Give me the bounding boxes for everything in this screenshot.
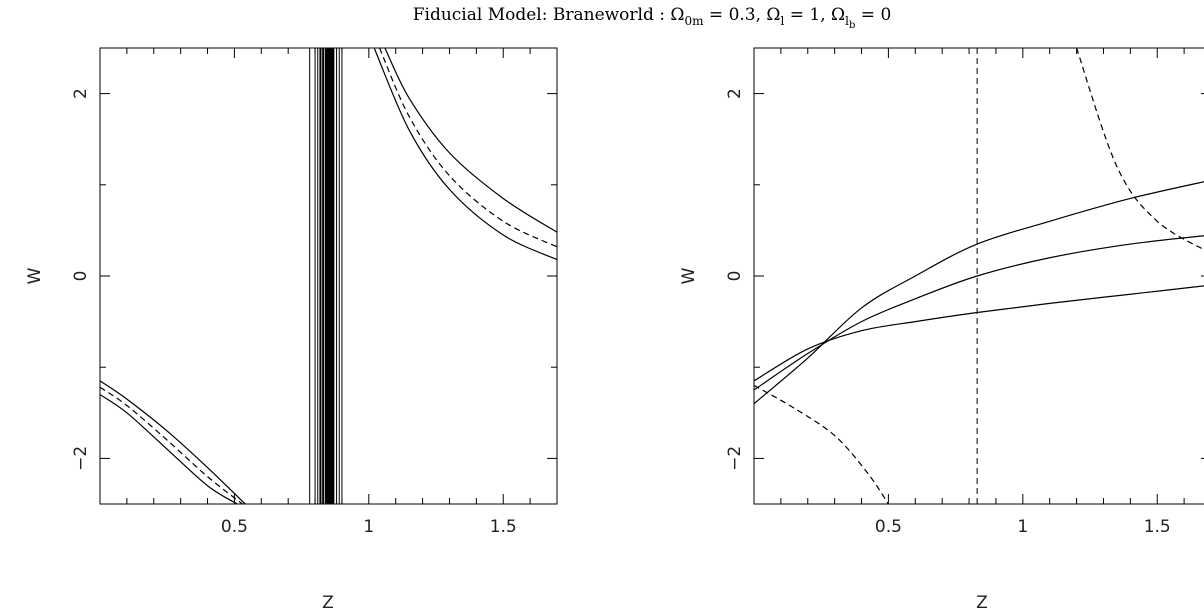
left-panel: 0.5 1 1.5 −2 0 2 Z W xyxy=(25,47,558,613)
left-y-tick-label: −2 xyxy=(71,446,91,471)
left-ticks: 0.5 1 1.5 −2 0 2 xyxy=(71,48,557,537)
right-y-tick-label: 0 xyxy=(725,271,745,282)
left-y-tick-label: 0 xyxy=(71,271,91,282)
left-y-tick-label: 2 xyxy=(71,88,91,99)
figure-title: Fiducial Model: Braneworld : Ω0m = 0.3, … xyxy=(413,5,892,31)
left-x-tick-label: 1 xyxy=(363,517,374,537)
left-x-axis-label: Z xyxy=(322,593,334,613)
right-x-tick-label: 0.5 xyxy=(875,517,902,537)
right-y-tick-label: −2 xyxy=(725,446,745,471)
right-x-tick-label: 1.5 xyxy=(1144,517,1171,537)
right-series-line xyxy=(754,384,889,504)
right-y-axis-label: W xyxy=(679,267,699,284)
left-x-tick-label: 1.5 xyxy=(490,517,517,537)
right-series-line xyxy=(754,285,1204,382)
left-series-line xyxy=(373,48,557,261)
right-panel: 0.5 1 1.5 −2 0 2 Z W xyxy=(679,47,1204,613)
right-x-axis-label: Z xyxy=(976,593,988,613)
right-ticks: 0.5 1 1.5 −2 0 2 xyxy=(725,48,1204,537)
left-series-line xyxy=(379,48,557,248)
left-series-line xyxy=(100,380,246,504)
right-series-line xyxy=(1076,48,1204,251)
right-series-line xyxy=(754,235,1204,391)
left-series-line xyxy=(384,48,557,233)
left-lines xyxy=(100,48,557,504)
right-series-line xyxy=(754,181,1204,405)
right-y-tick-label: 2 xyxy=(725,88,745,99)
right-lines xyxy=(754,48,1204,504)
left-x-tick-label: 0.5 xyxy=(221,517,248,537)
left-series-group xyxy=(100,48,557,504)
left-y-axis-label: W xyxy=(25,267,45,284)
right-x-tick-label: 1 xyxy=(1017,517,1028,537)
left-series-line xyxy=(100,386,243,504)
left-series-line xyxy=(100,394,238,504)
right-series-group xyxy=(754,48,1204,504)
